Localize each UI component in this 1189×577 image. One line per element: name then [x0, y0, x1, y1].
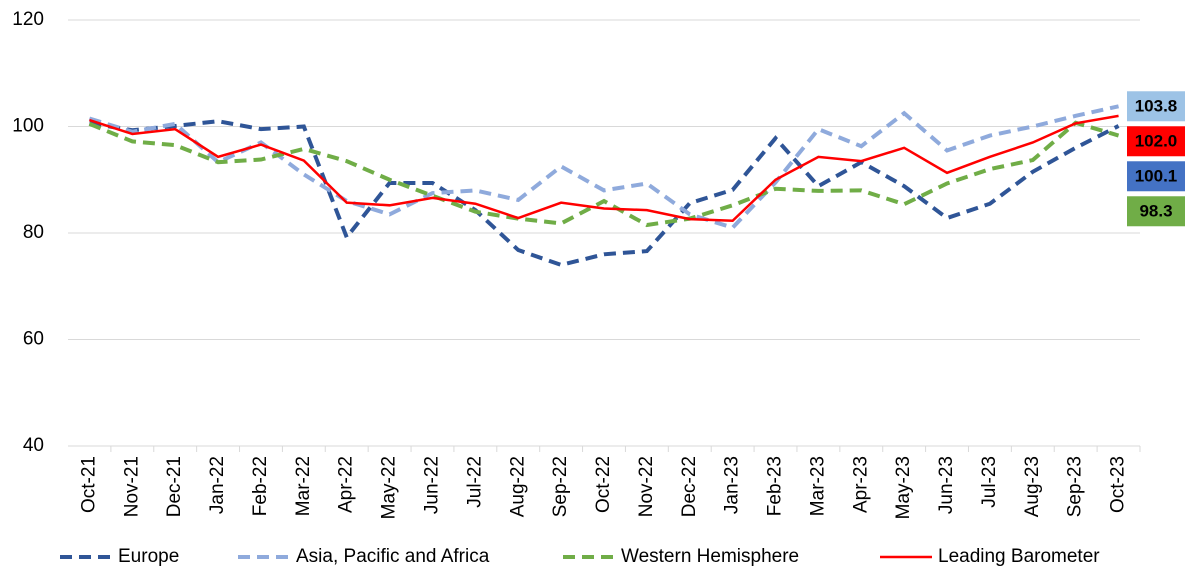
x-tick-label: Dec-22	[679, 456, 700, 517]
y-tick-label: 40	[23, 435, 44, 456]
x-tick-label: May-22	[379, 456, 400, 519]
x-tick-label: Apr-23	[850, 456, 871, 513]
x-tick-label: Oct-21	[78, 456, 99, 513]
x-tick-label: Jun-23	[936, 456, 957, 514]
y-tick-label: 100	[12, 116, 44, 137]
x-tick-label: Sep-22	[550, 456, 571, 517]
x-tick-label: Jul-22	[464, 456, 485, 508]
value-label: 100.1	[1135, 167, 1178, 186]
value-label-box	[1127, 91, 1185, 122]
x-tick-label: Apr-22	[336, 456, 357, 513]
x-tick-label: Jul-23	[979, 456, 1000, 508]
value-label: 103.8	[1135, 97, 1178, 116]
x-tick-label: Mar-22	[293, 456, 314, 516]
series-line	[88, 104, 1119, 230]
x-tick-label: Mar-23	[807, 456, 828, 516]
x-tick-label: Aug-23	[1022, 456, 1043, 517]
value-label-box	[1127, 196, 1185, 227]
x-tick-label: Dec-21	[164, 456, 185, 517]
value-label: 102.0	[1135, 132, 1178, 151]
x-tick-label: Nov-22	[636, 456, 657, 517]
legend-label: Western Hemisphere	[621, 546, 799, 567]
x-tick-label: Feb-22	[250, 456, 271, 516]
x-tick-label: Feb-23	[765, 456, 786, 516]
x-tick-label: Nov-21	[121, 456, 142, 517]
series-line	[89, 119, 1120, 268]
x-tick-label: May-23	[893, 456, 914, 519]
x-tick-label: Sep-23	[1065, 456, 1086, 517]
y-tick-label: 120	[12, 9, 44, 30]
x-tick-label: Jun-22	[421, 456, 442, 514]
series-line	[89, 114, 1119, 223]
value-label-box	[1127, 161, 1185, 192]
y-tick-label: 80	[23, 222, 44, 243]
legend-label: Europe	[118, 546, 179, 567]
legend-label: Leading Barometer	[938, 546, 1100, 567]
x-tick-label: Jan-23	[722, 456, 743, 514]
y-tick-label: 60	[23, 329, 44, 350]
value-label: 98.3	[1139, 202, 1172, 221]
x-tick-label: Aug-22	[507, 456, 528, 517]
legend-label: Asia, Pacific and Africa	[296, 546, 490, 567]
x-tick-label: Oct-23	[1108, 456, 1129, 513]
value-label-box	[1127, 126, 1185, 157]
series-line	[88, 120, 1120, 228]
x-tick-label: Oct-22	[593, 456, 614, 513]
x-tick-label: Jan-22	[207, 456, 228, 514]
